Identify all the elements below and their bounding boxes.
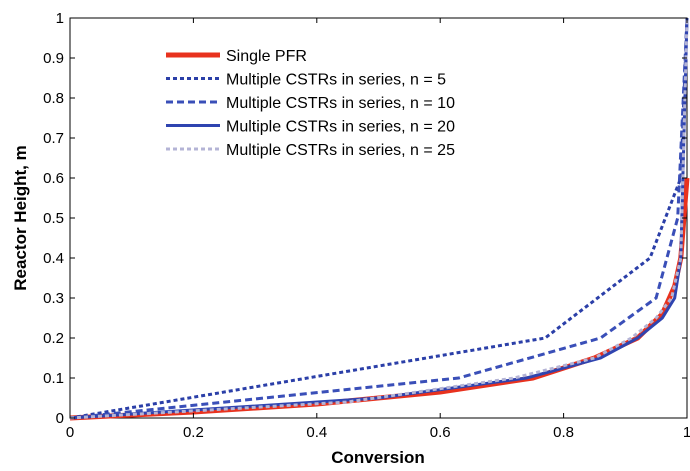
- y-tick-label: 0.1: [43, 370, 64, 387]
- series-layer: [69, 17, 690, 421]
- y-tick-label: 0.5: [43, 210, 64, 227]
- x-tick-label: 0.8: [553, 424, 574, 441]
- y-axis: 0 0.1 0.2 0.3 0.4 0.5 0.6 0.7 0.8 0.9 1: [43, 10, 687, 427]
- legend-label-1: Single PFR: [226, 48, 307, 65]
- y-tick-label: 0.8: [43, 90, 64, 107]
- x-tick-label: 0.6: [430, 424, 451, 441]
- series-line-3: [69, 17, 689, 420]
- x-tick-label: 1: [683, 424, 690, 441]
- y-tick-label: 0.3: [43, 290, 64, 307]
- y-tick-label: 0.4: [43, 250, 64, 267]
- x-tick-label: 0.2: [183, 424, 204, 441]
- x-tick-label: 0: [66, 424, 74, 441]
- x-axis-label: Conversion: [331, 448, 425, 466]
- y-tick-label: 0.7: [43, 130, 64, 147]
- legend-label-5: Multiple CSTRs in series, n = 25: [226, 142, 455, 159]
- y-tick-label: 0.9: [43, 50, 64, 67]
- legend: Single PFR Multiple CSTRs in series, n = …: [166, 48, 455, 159]
- legend-label-4: Multiple CSTRs in series, n = 20: [226, 119, 455, 136]
- x-axis: 0 0.2 0.4 0.6 0.8 1: [66, 18, 690, 441]
- y-tick-label: 1: [56, 10, 64, 27]
- x-tick-label: 0.4: [306, 424, 327, 441]
- y-tick-label: 0: [56, 410, 64, 427]
- y-tick-label: 0.6: [43, 170, 64, 187]
- y-axis-label: Reactor Height, m: [11, 145, 30, 290]
- plot-area: [69, 17, 688, 419]
- legend-label-3: Multiple CSTRs in series, n = 10: [226, 95, 455, 112]
- y-tick-label: 0.2: [43, 330, 64, 347]
- legend-label-2: Multiple CSTRs in series, n = 5: [226, 72, 446, 89]
